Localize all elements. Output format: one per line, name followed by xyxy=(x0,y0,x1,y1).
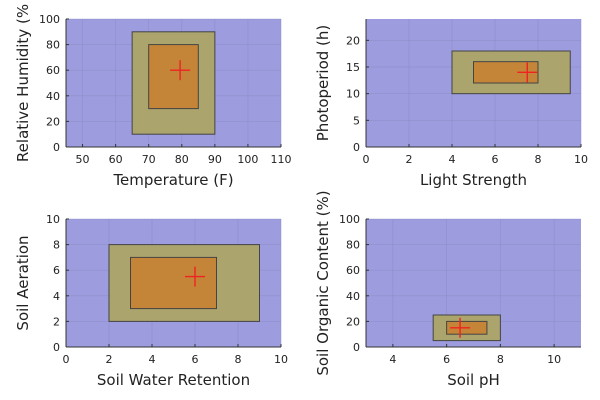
optimal-range-rect xyxy=(473,61,539,84)
x-tick-label: 8 xyxy=(535,153,542,166)
x-tick-label: 6 xyxy=(443,353,450,366)
current-value-marker xyxy=(185,266,205,287)
chart-panel-2: 0 2 4 6 8 10 0 5 10 15 20 Light Strength Photoperiod… xyxy=(314,19,588,189)
x-tick-label: 8 xyxy=(497,353,504,366)
x-axis-label: Light Strength xyxy=(420,171,527,189)
x-tick-label: 110 xyxy=(271,153,292,166)
y-tick-label: 10 xyxy=(46,213,60,226)
x-tick-label: 4 xyxy=(389,353,396,366)
x-tick-label: 4 xyxy=(449,153,456,166)
y-tick-label: 5 xyxy=(353,114,360,127)
y-tick-label: 100 xyxy=(339,213,360,226)
x-tick-label: 2 xyxy=(406,153,413,166)
x-tick-label: 10 xyxy=(274,353,288,366)
x-tick-label: 10 xyxy=(547,353,561,366)
y-axis-label: Photoperiod (h) xyxy=(314,25,332,142)
current-value-marker xyxy=(170,60,191,81)
x-tick-label: 10 xyxy=(574,153,588,166)
x-tick-label: 80 xyxy=(175,153,189,166)
y-axis-label: Relative Humidity (% xyxy=(14,4,32,162)
y-tick-label: 20 xyxy=(346,315,360,328)
x-tick-label: 6 xyxy=(492,153,499,166)
y-tick-label: 2 xyxy=(53,315,60,328)
x-tick-label: 60 xyxy=(109,153,123,166)
y-tick-label: 80 xyxy=(46,39,60,52)
x-tick-label: 0 xyxy=(363,153,370,166)
x-tick-label: 4 xyxy=(149,353,156,366)
x-tick-label: 100 xyxy=(237,153,258,166)
y-tick-label: 15 xyxy=(346,61,360,74)
chart-panel-3: 0 2 4 6 8 10 0 2 4 6 8 10 Soil Water Retention Soil A… xyxy=(14,213,288,389)
y-tick-label: 0 xyxy=(53,341,60,354)
y-tick-label: 8 xyxy=(53,239,60,252)
y-tick-label: 40 xyxy=(346,290,360,303)
y-tick-label: 20 xyxy=(46,115,60,128)
x-axis-label: Temperature (F) xyxy=(112,171,233,189)
current-value-marker xyxy=(517,62,538,83)
optimal-range-rect xyxy=(130,256,217,310)
y-axis-label: Soil Aeration xyxy=(14,235,32,330)
x-tick-label: 70 xyxy=(142,153,156,166)
y-tick-label: 40 xyxy=(46,90,60,103)
y-tick-label: 4 xyxy=(53,290,60,303)
y-tick-label: 10 xyxy=(346,88,360,101)
y-tick-label: 80 xyxy=(346,239,360,252)
y-axis-label: Soil Organic Content (%) xyxy=(314,190,332,375)
y-tick-label: 0 xyxy=(353,341,360,354)
y-tick-label: 0 xyxy=(353,141,360,154)
x-tick-label: 90 xyxy=(208,153,222,166)
y-tick-label: 100 xyxy=(39,13,60,26)
x-axis-label: Soil Water Retention xyxy=(97,371,250,389)
y-tick-label: 6 xyxy=(53,264,60,277)
x-tick-label: 0 xyxy=(63,353,70,366)
x-tick-label: 2 xyxy=(106,353,113,366)
y-tick-label: 20 xyxy=(346,34,360,47)
optimal-range-rect xyxy=(148,44,199,110)
y-tick-label: 0 xyxy=(53,141,60,154)
x-axis-label: Soil pH xyxy=(447,371,500,389)
chart-panel-1: 50 60 70 80 90 100 110 0 20 40 60 80 100 Temperature … xyxy=(14,4,292,189)
current-value-marker xyxy=(450,317,471,338)
x-tick-label: 6 xyxy=(192,353,199,366)
x-tick-label: 50 xyxy=(76,153,90,166)
y-tick-label: 60 xyxy=(346,264,360,277)
x-tick-label: 8 xyxy=(235,353,242,366)
y-tick-label: 60 xyxy=(46,64,60,77)
